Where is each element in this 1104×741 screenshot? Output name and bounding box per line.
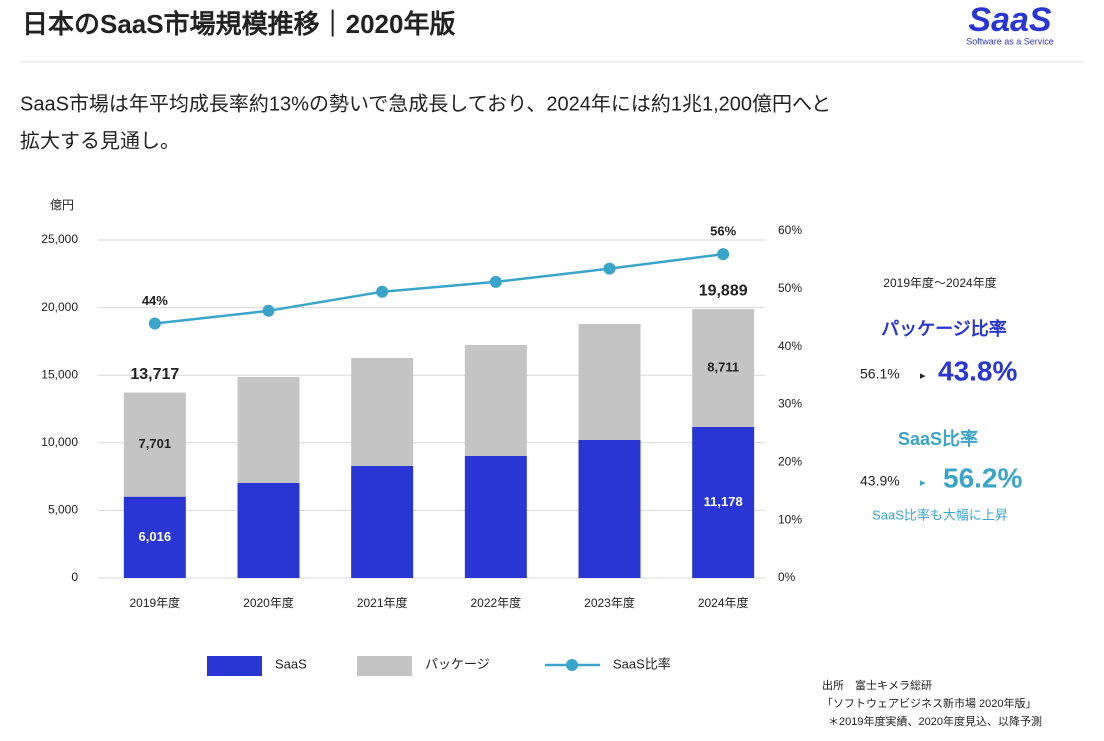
total-label: 19,889 xyxy=(699,282,748,299)
line-point xyxy=(489,275,502,288)
y-tick-label: 0 xyxy=(71,570,78,584)
y2-tick-label: 10% xyxy=(778,512,802,526)
title: 日本のSaaS市場規模推移｜2020年版 xyxy=(22,9,455,39)
bar-segment xyxy=(351,466,414,578)
panel-title: パッケージ比率 xyxy=(881,318,1007,339)
bar-segment xyxy=(237,482,300,578)
legend-label: SaaS比率 xyxy=(613,656,671,671)
logo-sub: Software as a Service xyxy=(966,36,1054,46)
y-tick-label: 20,000 xyxy=(41,300,78,314)
y-tick-label: 25,000 xyxy=(41,232,78,246)
legend-label: パッケージ xyxy=(425,656,490,671)
legend-marker xyxy=(566,659,578,671)
bar-segment xyxy=(692,426,755,578)
x-tick-label: 2020年度 xyxy=(243,595,294,610)
x-tick-label: 2024年度 xyxy=(698,595,749,610)
bar-segment xyxy=(578,323,641,441)
bar-segment xyxy=(237,376,300,483)
line-point xyxy=(262,304,275,317)
bar-segment xyxy=(692,309,755,427)
source: 出所 富士キメラ総研 xyxy=(822,678,932,692)
legend-swatch xyxy=(357,656,412,676)
legend-label: SaaS xyxy=(275,656,307,671)
arrow: ▸ xyxy=(920,370,926,382)
bar-segment xyxy=(464,455,527,578)
value-label: 11,178 xyxy=(704,494,743,509)
panel-title: SaaS比率 xyxy=(898,428,978,449)
line xyxy=(154,252,724,325)
logo: SaaS xyxy=(968,1,1051,39)
source: ＊2019年度実績、2020年度見込、以降予測 xyxy=(828,714,1042,728)
line-point xyxy=(376,285,389,298)
value-label: 8,711 xyxy=(707,359,739,374)
y2-tick-label: 30% xyxy=(778,397,802,411)
y2-tick-label: 20% xyxy=(778,455,802,469)
source: 「ソフトウェアビジネス新市場 2020年版」 xyxy=(822,696,1037,710)
panel-to: 56.2% xyxy=(943,462,1022,493)
subtitle: SaaS市場は年平均成長率約13%の勢いで急成長しており、2024年には約1兆1… xyxy=(20,92,831,115)
arrow: ▸ xyxy=(920,477,926,489)
panel-period: 2019年度〜2024年度 xyxy=(883,275,996,290)
value-label: 6,016 xyxy=(139,529,172,544)
y-axis-label: 億円 xyxy=(50,198,74,212)
line-point xyxy=(717,248,730,261)
value-label: 44% xyxy=(142,293,168,308)
bar-segment xyxy=(123,392,186,497)
subtitle: 拡大する見通し。 xyxy=(20,129,180,152)
bar-segment xyxy=(464,344,527,456)
bar-segment xyxy=(351,358,414,467)
y2-tick-label: 0% xyxy=(778,570,796,584)
x-tick-label: 2023年度 xyxy=(584,595,635,610)
y2-tick-label: 50% xyxy=(778,281,802,295)
panel-from: 56.1% xyxy=(860,366,900,382)
y-tick-label: 10,000 xyxy=(41,435,78,449)
x-tick-label: 2022年度 xyxy=(470,595,521,610)
y2-tick-label: 40% xyxy=(778,339,802,353)
bar-segment xyxy=(123,496,186,578)
value-label: 56% xyxy=(710,224,736,239)
y2-tick-label: 60% xyxy=(778,223,802,237)
y-tick-label: 15,000 xyxy=(41,367,78,381)
total-label: 13,717 xyxy=(130,366,179,383)
legend-swatch xyxy=(207,656,262,676)
x-tick-label: 2021年度 xyxy=(357,595,408,610)
panel-to: 43.8% xyxy=(938,355,1017,386)
line-point xyxy=(148,317,161,330)
x-tick-label: 2019年度 xyxy=(129,595,180,610)
panel-note: SaaS比率も大幅に上昇 xyxy=(872,507,1008,522)
panel-from: 43.9% xyxy=(860,473,900,489)
bar-segment xyxy=(578,440,641,578)
value-label: 7,701 xyxy=(139,436,172,451)
line-point xyxy=(603,262,616,275)
y-tick-label: 5,000 xyxy=(48,503,78,517)
